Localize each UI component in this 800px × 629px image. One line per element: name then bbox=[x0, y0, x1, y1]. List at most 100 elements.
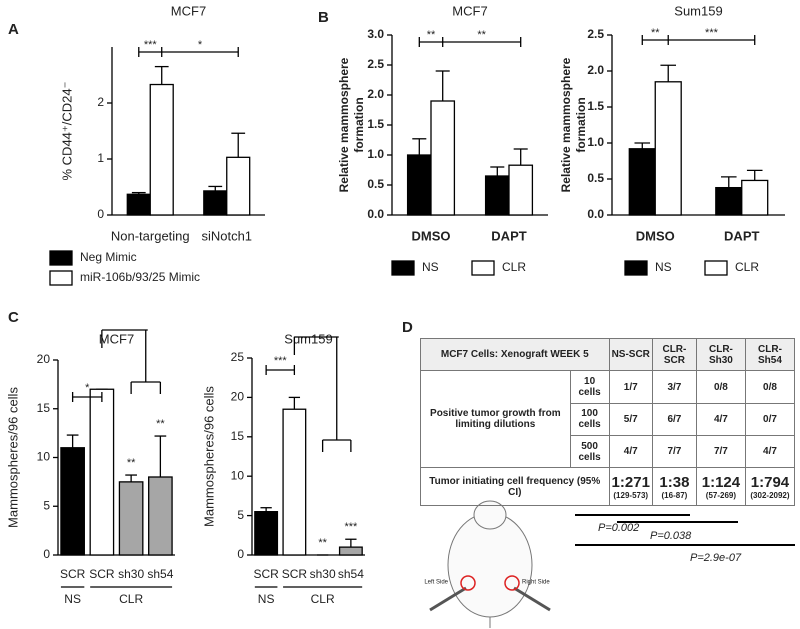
table-header: MCF7 Cells: Xenograft WEEK 5 bbox=[420, 337, 610, 372]
bar bbox=[149, 83, 174, 216]
y-tick-label: 0.5 bbox=[587, 171, 604, 185]
y-axis-label: Mammospheres/96 cells bbox=[5, 387, 20, 528]
legend-label: NS bbox=[655, 260, 672, 274]
frequency-ratio: 1:124 bbox=[701, 473, 741, 491]
legend-swatch bbox=[391, 260, 415, 276]
y-tick-label: 5 bbox=[43, 498, 50, 512]
y-tick-label: 1 bbox=[97, 151, 104, 165]
x-tick-label: sh54 bbox=[338, 567, 364, 581]
chart-title: Sum159 bbox=[284, 331, 332, 346]
significance-label: ** bbox=[477, 29, 486, 41]
y-tick-label: 1.5 bbox=[367, 117, 384, 131]
table-cell: 0/8 bbox=[695, 370, 746, 404]
bar bbox=[148, 476, 173, 556]
legend-label: miR-106b/93/25 Mimic bbox=[80, 270, 200, 284]
significance-label: ** bbox=[427, 29, 436, 41]
bar bbox=[484, 175, 510, 216]
table-cell: 4/7 bbox=[744, 435, 796, 469]
chart-title: Sum159 bbox=[674, 3, 722, 18]
y-axis-label: formation bbox=[574, 97, 588, 152]
panel-letter: C bbox=[8, 309, 19, 326]
x-tick-label: sh30 bbox=[310, 567, 336, 581]
significance-label: *** bbox=[705, 27, 719, 39]
y-tick-label: 0.0 bbox=[587, 207, 604, 221]
frequency-ci: (16-87) bbox=[661, 490, 688, 500]
bar bbox=[254, 511, 279, 556]
panel-letter: A bbox=[8, 21, 19, 38]
legend-swatch bbox=[49, 250, 73, 266]
y-tick-label: 5 bbox=[237, 508, 244, 522]
frequency-cell: 1:794 (302-2092) bbox=[744, 467, 796, 506]
xenograft-table: MCF7 Cells: Xenograft WEEK 5 NS-SCR CLR-… bbox=[420, 337, 796, 506]
y-axis-label: Mammospheres/96 cells bbox=[201, 386, 216, 527]
bar bbox=[654, 81, 682, 216]
legend-swatch bbox=[624, 260, 648, 276]
x-tick-label: Non-targeting bbox=[111, 228, 190, 243]
frequency-ci: (57-269) bbox=[705, 490, 737, 500]
row-label: 100 cells bbox=[569, 402, 610, 437]
significance-label: * bbox=[198, 39, 203, 51]
frequency-label: Tumor initiating cell frequency (95% CI) bbox=[420, 467, 610, 506]
table-cell: 7/7 bbox=[651, 435, 697, 469]
significance-label: ** bbox=[127, 457, 136, 469]
frequency-ratio: 1:271 bbox=[611, 473, 650, 491]
legend-label: CLR bbox=[502, 260, 526, 274]
bar bbox=[430, 100, 456, 216]
y-tick-label: 2.5 bbox=[587, 27, 604, 41]
chart-title: MCF7 bbox=[452, 3, 487, 18]
table-cell: 0/8 bbox=[744, 370, 796, 404]
y-tick-label: 25 bbox=[231, 350, 245, 364]
pvalue: P=0.002 bbox=[598, 522, 639, 534]
y-tick-label: 2 bbox=[97, 95, 104, 109]
legend-swatch bbox=[704, 260, 728, 276]
table-cell: 6/7 bbox=[651, 402, 697, 437]
bar bbox=[715, 186, 743, 216]
table-header: CLR-Sh54 bbox=[744, 337, 796, 372]
table-cell: 0/7 bbox=[744, 402, 796, 437]
y-tick-label: 10 bbox=[37, 450, 51, 464]
x-tick-label: SCR bbox=[60, 567, 86, 581]
y-tick-label: 0.0 bbox=[367, 207, 384, 221]
table-cell: 3/7 bbox=[651, 370, 697, 404]
frequency-ci: (302-2092) bbox=[750, 490, 790, 500]
legend-label: Neg Mimic bbox=[80, 250, 137, 264]
legend-swatch bbox=[471, 260, 495, 276]
y-tick-label: 2.0 bbox=[367, 87, 384, 101]
row-label: 500 cells bbox=[569, 435, 610, 469]
pvalue: P=2.9e-07 bbox=[690, 552, 742, 564]
significance-label: ** bbox=[318, 537, 327, 549]
frequency-ratio: 1:794 bbox=[750, 473, 790, 491]
x-tick-label: SCR bbox=[89, 567, 115, 581]
table-cell: 4/7 bbox=[608, 435, 653, 469]
group-label: NS bbox=[258, 592, 275, 606]
x-tick-label: siNotch1 bbox=[201, 228, 252, 243]
x-tick-label: DAPT bbox=[724, 228, 759, 243]
bar bbox=[126, 193, 151, 216]
y-tick-label: 1.0 bbox=[587, 135, 604, 149]
bar bbox=[282, 408, 307, 556]
significance-label: ** bbox=[651, 27, 660, 39]
chart-title: MCF7 bbox=[99, 331, 134, 346]
frequency-ci: (129-573) bbox=[613, 490, 649, 500]
table-cell: 1/7 bbox=[608, 370, 653, 404]
y-tick-label: 0.5 bbox=[367, 177, 384, 191]
table-group-label: Positive tumor growth from limiting dilu… bbox=[420, 370, 571, 469]
table-header: NS-SCR bbox=[608, 337, 653, 372]
significance-label: ** bbox=[156, 418, 165, 430]
y-tick-label: 2.5 bbox=[367, 57, 384, 71]
mouse-label: Left Side bbox=[424, 580, 448, 586]
group-label: CLR bbox=[311, 592, 335, 606]
x-tick-label: SCR bbox=[282, 567, 308, 581]
y-axis-label: formation bbox=[352, 97, 366, 152]
group-label: CLR bbox=[119, 592, 143, 606]
x-tick-label: sh54 bbox=[147, 567, 173, 581]
y-tick-label: 2.0 bbox=[587, 63, 604, 77]
bar bbox=[203, 190, 228, 216]
table-cell: 5/7 bbox=[608, 402, 653, 437]
y-tick-label: 1.0 bbox=[367, 147, 384, 161]
bar bbox=[406, 154, 432, 216]
y-axis-label: Relative mammosphere bbox=[337, 57, 351, 192]
frequency-cell: 1:271 (129-573) bbox=[608, 467, 653, 506]
